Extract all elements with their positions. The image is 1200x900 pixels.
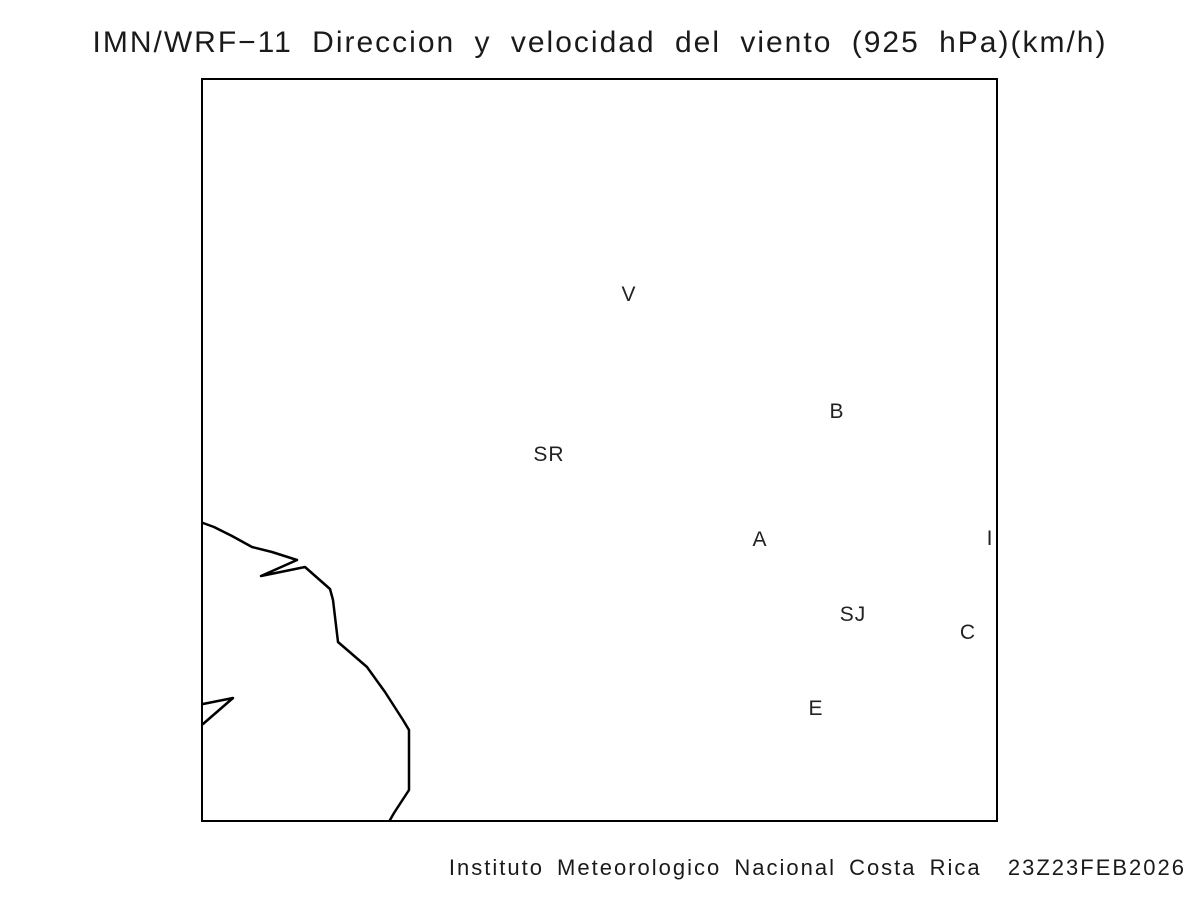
peninsula-path [201, 696, 235, 726]
footer-caption: Instituto Meteorologico Nacional Costa R… [448, 855, 1186, 880]
map-frame [201, 78, 998, 822]
page-title: IMN/WRF−11 Direccion y velocidad del vie… [92, 26, 1108, 59]
coastline-path [201, 521, 411, 822]
